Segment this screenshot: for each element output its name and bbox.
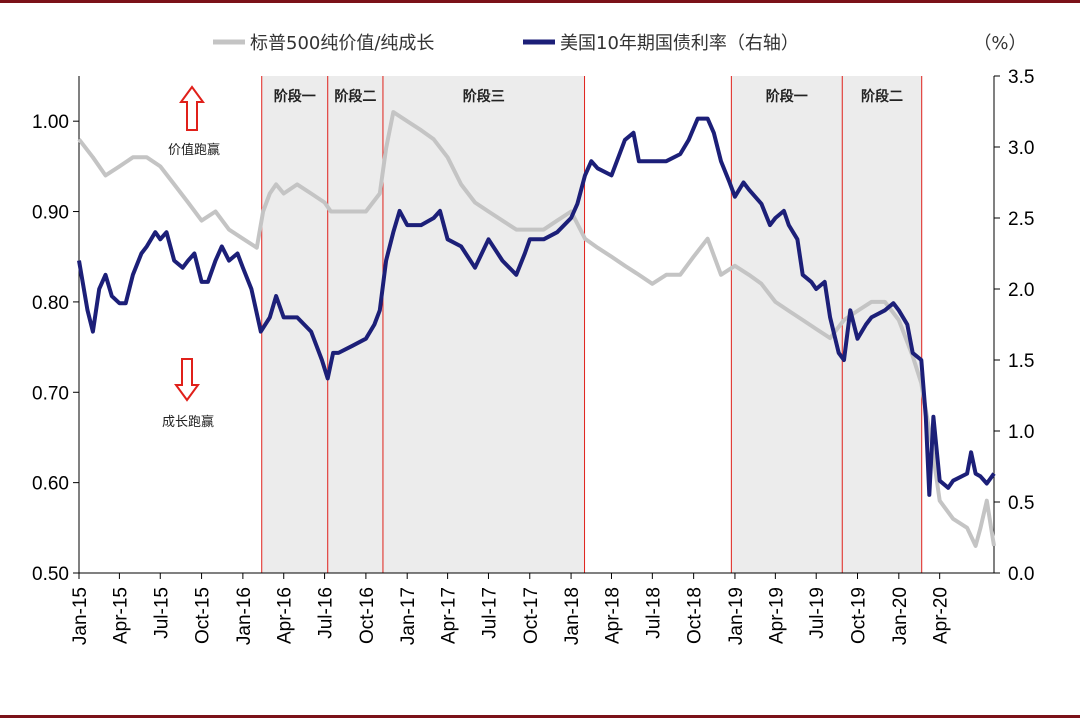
y-left-tick-label: 0.90	[32, 203, 69, 224]
x-tick-label: Oct-18	[685, 587, 706, 644]
phase-shading-layer: 阶段一 阶段二 阶段三 阶段一 阶段二	[261, 76, 923, 573]
x-tick-label: Jul-19	[807, 587, 828, 639]
phase-label-4: 阶段一	[766, 88, 808, 105]
phase-band-1	[261, 76, 328, 573]
growth-outperform-label: 成长跑赢	[162, 414, 214, 430]
phase-label-2: 阶段二	[334, 88, 376, 105]
x-tick-label: Jul-18	[643, 587, 664, 639]
x-tick-label: Apr-16	[275, 587, 296, 644]
y-right-tick-label: 0.5	[1008, 493, 1034, 514]
x-tick-label: Apr-17	[439, 587, 460, 644]
top-rule	[0, 0, 1080, 3]
x-tick-label: Jan-20	[890, 587, 911, 645]
y-right-tick-label: 0.0	[1008, 564, 1034, 585]
x-tick-label: Apr-20	[931, 587, 952, 644]
tick-layer: 0.50 0.60 0.70 0.80 0.90 1.00 0.0 0.5 1.0 1.5 2.0 2…	[32, 67, 1034, 645]
x-tick-label: Jan-18	[562, 587, 583, 645]
legend: 标普500纯价值/纯成长 美国10年期国债利率（右轴）	[213, 33, 799, 54]
y-right-tick-label: 3.0	[1008, 138, 1034, 159]
series-line-value-growth-ratio	[77, 110, 996, 548]
value-outperform-annotation: 价值跑赢	[168, 85, 220, 158]
series-line-treasury-yield	[77, 116, 996, 497]
axis-layer	[78, 76, 995, 574]
phase-band-3	[382, 76, 585, 573]
x-tick-label: Oct-16	[357, 587, 378, 644]
x-tick-label: Apr-19	[766, 587, 787, 644]
y-right-tick-label: 1.5	[1008, 351, 1034, 372]
value-outperform-label: 价值跑赢	[168, 142, 220, 158]
y-right-tick-label: 2.5	[1008, 209, 1034, 230]
y-left-tick-label: 0.60	[32, 474, 69, 495]
y-left-tick-label: 1.00	[32, 112, 69, 133]
x-tick-label: Apr-18	[602, 587, 623, 644]
y-right-tick-label: 3.5	[1008, 67, 1034, 88]
annotation-layer: 价值跑赢 成长跑赢	[162, 85, 220, 430]
down-arrow-icon	[174, 358, 200, 402]
unit-label: （%）	[973, 33, 1026, 54]
x-tick-label: Jan-17	[398, 587, 419, 645]
x-tick-label: Jan-16	[234, 587, 255, 645]
y-right-tick-label: 1.0	[1008, 422, 1034, 443]
x-tick-label: Oct-15	[193, 587, 214, 644]
bottom-rule	[0, 715, 1080, 718]
y-left-tick-label: 0.50	[32, 564, 69, 585]
x-tick-label: Jul-15	[151, 587, 172, 639]
phase-label-1: 阶段一	[274, 88, 316, 105]
x-tick-label: Jul-17	[479, 587, 500, 639]
x-tick-label: Oct-17	[521, 587, 542, 644]
phase-band-4	[731, 76, 843, 573]
y-left-tick-label: 0.80	[32, 293, 69, 314]
phase-label-3: 阶段三	[463, 88, 505, 105]
x-tick-label: Jul-16	[316, 587, 337, 639]
x-tick-label: Jan-19	[726, 587, 747, 645]
series-layer	[77, 110, 996, 548]
y-left-tick-label: 0.70	[32, 383, 69, 404]
x-tick-label: Apr-15	[110, 587, 131, 644]
up-arrow-icon	[179, 85, 205, 131]
x-tick-label: Oct-19	[849, 587, 870, 644]
phase-label-5: 阶段二	[861, 88, 903, 105]
legend-label-1: 标普500纯价值/纯成长	[250, 33, 434, 54]
x-tick-label: Jan-15	[70, 587, 91, 645]
y-right-tick-label: 2.0	[1008, 280, 1034, 301]
legend-label-2: 美国10年期国债利率（右轴）	[560, 33, 799, 54]
growth-outperform-annotation: 成长跑赢	[162, 358, 214, 430]
